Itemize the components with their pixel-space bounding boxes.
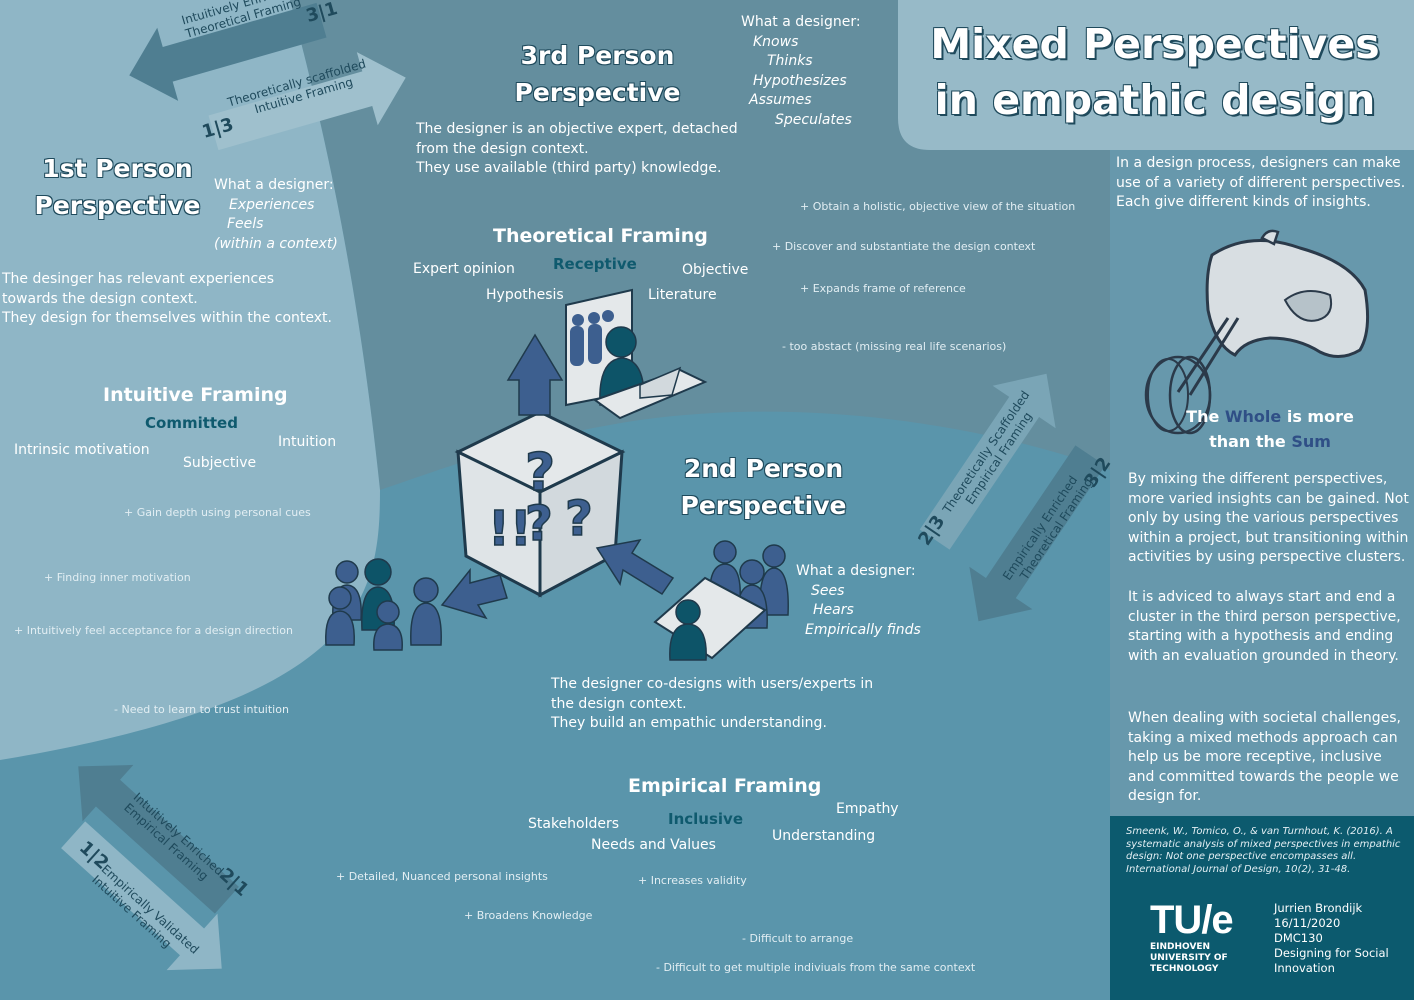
arrow-3-1-shape xyxy=(129,2,327,101)
svg-text:!!: !! xyxy=(488,501,532,557)
empirical-word-empathy: Empathy xyxy=(836,801,899,817)
intuitive-word-intuition: Intuition xyxy=(278,434,337,450)
empirical-key-word: Inclusive xyxy=(668,810,743,828)
empirical-point-3: + Broadens Knowledge xyxy=(464,909,593,922)
first-person-description: The desinger has relevant experiences to… xyxy=(2,271,332,326)
theoretical-word-hypothesis: Hypothesis xyxy=(486,287,564,303)
first-person-zone xyxy=(0,0,380,760)
empirical-point-5: - Difficult to get multiple indiviuals f… xyxy=(656,961,976,974)
title-line-1: Mixed Perspectives xyxy=(930,20,1380,68)
empirical-word-needs: Needs and Values xyxy=(591,837,716,853)
svg-text:?: ? xyxy=(565,491,593,547)
credit-panel xyxy=(1110,816,1414,1000)
up-arrow-illustration xyxy=(506,333,564,416)
intuitive-point-1: + Gain depth using personal cues xyxy=(124,506,311,519)
reference-citation: Smeenk, W., Tomico, O., & van Turnhout, … xyxy=(1126,826,1401,875)
arrow-1-2-shape xyxy=(61,821,222,971)
empirical-point-1: + Detailed, Nuanced personal insights xyxy=(336,870,548,883)
date: 16/11/2020 xyxy=(1274,916,1341,930)
theoretical-word-literature: Literature xyxy=(648,287,717,303)
theoretical-framing-title: Theoretical Framing xyxy=(493,225,708,247)
svg-text:?: ? xyxy=(525,496,553,552)
side-paragraph-2: It is adviced to always start and end a … xyxy=(1128,589,1401,664)
tue-logo: TU/e EINDHOVEN UNIVERSITY OF TECHNOLOGY xyxy=(1150,898,1234,974)
side-paragraph-3: When dealing with societal challenges, t… xyxy=(1128,710,1401,804)
intro-text: In a design process, designers can make … xyxy=(1116,155,1406,210)
title-block xyxy=(898,0,1414,150)
empirical-framing-title: Empirical Framing xyxy=(628,775,822,797)
intuitive-word-motivation: Intrinsic motivation xyxy=(14,442,150,458)
first-person-group-illustration xyxy=(325,558,442,651)
intuitive-framing-title: Intuitive Framing xyxy=(103,384,288,406)
title-line-2: in empathic design xyxy=(934,76,1376,124)
theoretical-point-4: - too abstact (missing real life scenari… xyxy=(782,340,1007,353)
mixer-caption: The Whole is more than the Sum xyxy=(1186,407,1354,451)
theoretical-point-1: + Obtain a holistic, objective view of t… xyxy=(800,200,1076,213)
author-info: Jurrien Brondijk 16/11/2020 DMC130 Desig… xyxy=(1274,901,1410,976)
first-person-what: What a designer: Experiences Feels (with… xyxy=(214,177,338,252)
intuitive-key-word: Committed xyxy=(145,414,238,432)
poster-title: Mixed Perspectives in empathic design xyxy=(905,16,1405,128)
course-name: Designing for Social Innovation xyxy=(1274,946,1389,975)
third-person-title: 3rd Person Perspective xyxy=(514,41,681,107)
first-person-title: 1st Person Perspective xyxy=(34,154,201,220)
tue-logo-mark: TU/e xyxy=(1150,898,1234,942)
empirical-word-stakeholders: Stakeholders xyxy=(528,816,620,832)
right-arrow-illustration xyxy=(440,567,508,620)
theoretical-point-2: + Discover and substantiate the design c… xyxy=(772,240,1036,253)
theoretical-word-expert: Expert opinion xyxy=(413,261,515,277)
arrow-2-1-shape xyxy=(78,764,239,914)
arrow-3-2-shape xyxy=(969,445,1106,622)
intuitive-point-3: + Intuitively feel acceptance for a desi… xyxy=(14,624,293,637)
expert-at-screen-illustration xyxy=(565,288,708,420)
arrow-1-3-shape xyxy=(208,52,406,151)
co-design-group-illustration xyxy=(653,540,789,661)
theoretical-key-word: Receptive xyxy=(553,255,637,273)
theoretical-word-objective: Objective xyxy=(682,262,749,278)
course-code: DMC130 xyxy=(1274,931,1323,945)
intuitive-point-2: + Finding inner motivation xyxy=(44,571,191,584)
second-person-title: 2nd Person Perspective xyxy=(680,454,847,520)
third-person-what: What a designer: Knows Thinks Hypothesiz… xyxy=(741,14,861,128)
theoretical-point-3: + Expands frame of reference xyxy=(800,282,966,295)
second-person-what: What a designer: Sees Hears Empirically … xyxy=(796,563,921,638)
intuitive-point-4: - Need to learn to trust intuition xyxy=(114,703,289,716)
empirical-word-understanding: Understanding xyxy=(772,828,876,844)
side-paragraph-1: By mixing the different perspectives, mo… xyxy=(1128,471,1409,565)
third-person-description: The designer is an objective expert, det… xyxy=(416,121,738,176)
second-person-description: The designer co-designs with users/exper… xyxy=(551,676,874,731)
left-arrow-illustration xyxy=(595,538,675,596)
empirical-point-2: + Increases validity xyxy=(638,874,747,887)
hand-mixer-illustration xyxy=(1144,229,1370,435)
author-name: Jurrien Brondijk xyxy=(1274,901,1363,915)
mystery-cube-illustration: ? !! ? ? xyxy=(454,410,626,598)
arrow-2-3-shape xyxy=(919,373,1056,550)
intuitive-word-subjective: Subjective xyxy=(183,455,257,471)
svg-text:?: ? xyxy=(525,443,555,503)
empirical-point-4: - Difficult to arrange xyxy=(742,932,854,945)
